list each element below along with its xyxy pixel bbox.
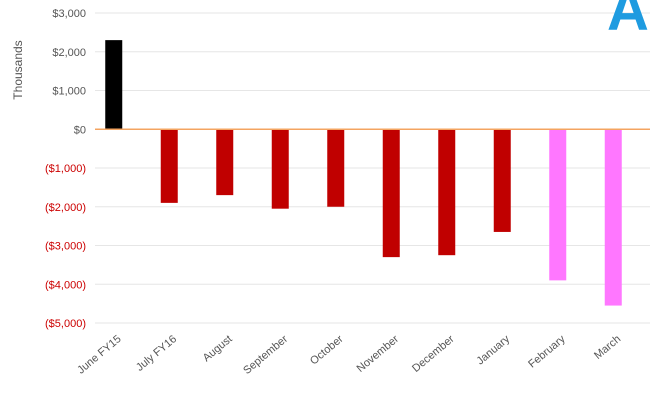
y-tick-label: ($4,000)	[45, 279, 86, 291]
x-tick-label: February	[526, 333, 568, 371]
x-tick-label: September	[241, 333, 290, 377]
corner-logo: A	[607, 0, 649, 43]
x-axis-ticks: June FY15 July FY16 August September October…	[75, 333, 623, 377]
bar-august	[216, 129, 234, 196]
y-axis-label: Thousands	[11, 40, 25, 99]
bars	[105, 40, 622, 306]
x-tick-label: January	[474, 333, 512, 368]
y-tick-label: $3,000	[52, 8, 86, 20]
y-tick-label: ($5,000)	[45, 318, 86, 330]
bar-july-fy16	[160, 129, 178, 203]
x-tick-label: June FY15	[75, 333, 123, 376]
y-tick-label: ($2,000)	[45, 202, 86, 214]
bar-november	[382, 129, 400, 258]
bar-january	[493, 129, 511, 232]
x-tick-label: March	[592, 333, 623, 362]
x-tick-label: December	[410, 333, 457, 375]
bar-september	[271, 129, 289, 209]
bar-june-fy15	[105, 40, 123, 130]
bar-october	[327, 129, 345, 207]
x-tick-label: August	[201, 333, 235, 364]
y-tick-label: $1,000	[52, 86, 86, 98]
bar-march	[604, 129, 622, 306]
y-tick-label: $2,000	[52, 47, 86, 59]
bar-december	[438, 129, 456, 256]
y-tick-label: $0	[74, 124, 86, 136]
bar-february	[549, 129, 567, 281]
gridlines	[95, 12, 650, 324]
y-tick-label: ($3,000)	[45, 241, 86, 253]
x-tick-label: October	[308, 333, 346, 368]
y-tick-label: ($1,000)	[45, 163, 86, 175]
x-tick-label: November	[355, 333, 402, 375]
y-axis-ticks: $3,000 $2,000 $1,000 $0 ($1,000) ($2,000) ($3,…	[45, 8, 86, 330]
x-tick-label: July FY16	[134, 333, 179, 374]
